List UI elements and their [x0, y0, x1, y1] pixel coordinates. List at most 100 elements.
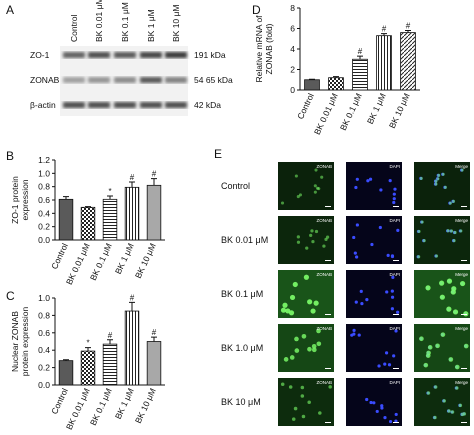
- zonab-spot: [313, 300, 319, 306]
- micrograph: ZONAB: [278, 324, 334, 372]
- bar: [400, 32, 416, 91]
- x-tick-label: BK 1 μM: [113, 242, 136, 276]
- x-tick-label: Control: [49, 242, 70, 271]
- y-axis-label: Nuclear ZONAB: [10, 311, 20, 372]
- zonab-spot: [300, 394, 305, 398]
- zonab-spot: [289, 355, 295, 360]
- significance-mark: #: [108, 331, 113, 340]
- x-tick-label: BK 10 μM: [133, 242, 158, 280]
- x-tick-label: BK 0.1 μM: [338, 92, 364, 132]
- bar: [352, 58, 368, 91]
- zonab-spot: [313, 184, 317, 188]
- zonab-spot: [434, 182, 438, 186]
- zonab-spot: [289, 294, 296, 301]
- zonab-spot: [452, 309, 459, 315]
- nucleus: [388, 419, 393, 424]
- zonab-spot: [283, 357, 289, 362]
- scale-bar: [461, 260, 467, 261]
- zonab-spot: [423, 362, 429, 368]
- x-tick-label: BK 0.1 μM: [88, 387, 114, 427]
- significance-mark: #: [152, 170, 157, 179]
- zonab-spot: [320, 175, 324, 179]
- blot-band: [114, 102, 136, 108]
- zonab-spot: [307, 400, 311, 405]
- bar: [80, 350, 96, 386]
- zonab-spot: [425, 285, 431, 291]
- zonab-spot: [448, 357, 454, 362]
- row-label: Control: [221, 181, 250, 191]
- blot-band: [165, 102, 187, 108]
- zonab-spot: [311, 347, 317, 353]
- significance-mark: #: [130, 173, 135, 182]
- row-label: BK 10 μM: [221, 397, 261, 407]
- nucleus: [354, 185, 358, 190]
- nucleus: [392, 197, 396, 201]
- zonab-spot: [451, 199, 456, 203]
- scale-bar: [325, 368, 331, 369]
- nucleus: [380, 406, 384, 410]
- y-tick-label: 1.0: [38, 293, 50, 303]
- zonab-spot: [463, 311, 469, 317]
- error-bar: [151, 178, 157, 186]
- blot-row-label: β-actin: [30, 100, 56, 110]
- micrograph: Merge: [414, 270, 470, 318]
- scale-bar: [393, 422, 399, 423]
- significance-mark: #: [130, 293, 135, 302]
- nucleus: [377, 364, 381, 368]
- y-tick-label: 1.2: [38, 155, 50, 165]
- scale-bar: [461, 314, 467, 315]
- zonab-spot: [452, 238, 456, 243]
- nucleus: [359, 289, 363, 293]
- zonab-spot: [422, 238, 426, 243]
- nucleus: [391, 275, 395, 280]
- panel-label: E: [214, 147, 222, 161]
- bar: [304, 79, 320, 91]
- nucleus: [354, 300, 358, 304]
- error-bar: [107, 195, 113, 200]
- zonab-spot: [305, 246, 309, 250]
- nucleus: [392, 192, 396, 196]
- nucleus: [392, 354, 396, 358]
- zonab-spot: [317, 187, 321, 191]
- nucleus: [352, 235, 356, 240]
- y-tick-label: 0.8: [38, 310, 50, 320]
- micrograph-field: [278, 162, 334, 210]
- zonab-spot: [311, 239, 315, 244]
- nucleus: [388, 179, 392, 183]
- zonab-spot: [426, 350, 431, 356]
- zonab-spot: [426, 391, 431, 395]
- zonab-spot: [316, 328, 321, 334]
- zonab-spot: [434, 179, 438, 183]
- nucleus: [394, 419, 398, 423]
- bar: [102, 343, 118, 386]
- zonab-spot: [328, 385, 332, 389]
- zonab-spot: [293, 406, 298, 411]
- zonab-spot: [447, 409, 451, 413]
- zonab-spot: [453, 230, 457, 235]
- nucleus: [352, 332, 356, 336]
- nucleus: [366, 179, 370, 183]
- scale-bar: [461, 368, 467, 369]
- column-label: ZONAB: [316, 218, 332, 223]
- micrograph: ZONAB: [278, 270, 334, 318]
- nucleus: [368, 177, 373, 181]
- blot-size-label: 42 kDa: [194, 100, 221, 110]
- scale-bar: [393, 206, 399, 207]
- zonab-spot: [433, 385, 438, 389]
- x-tick-label: Control: [49, 387, 70, 416]
- blot-band: [140, 102, 162, 108]
- error-bar: [309, 78, 315, 80]
- y-axis-label: expression: [20, 179, 30, 220]
- zonab-spot: [417, 255, 421, 259]
- nucleus: [375, 409, 379, 414]
- bar: [376, 35, 392, 91]
- nucleus: [383, 362, 387, 366]
- nucleus: [386, 253, 390, 257]
- y-tick-label: 2: [290, 65, 295, 75]
- scale-bar: [461, 206, 467, 207]
- green-stain: [414, 270, 470, 318]
- panel-label: A: [6, 3, 14, 17]
- row-label: BK 0.1 μM: [221, 289, 263, 299]
- y-tick-label: 0.6: [38, 328, 50, 338]
- row-label: BK 0.01 μM: [221, 235, 268, 245]
